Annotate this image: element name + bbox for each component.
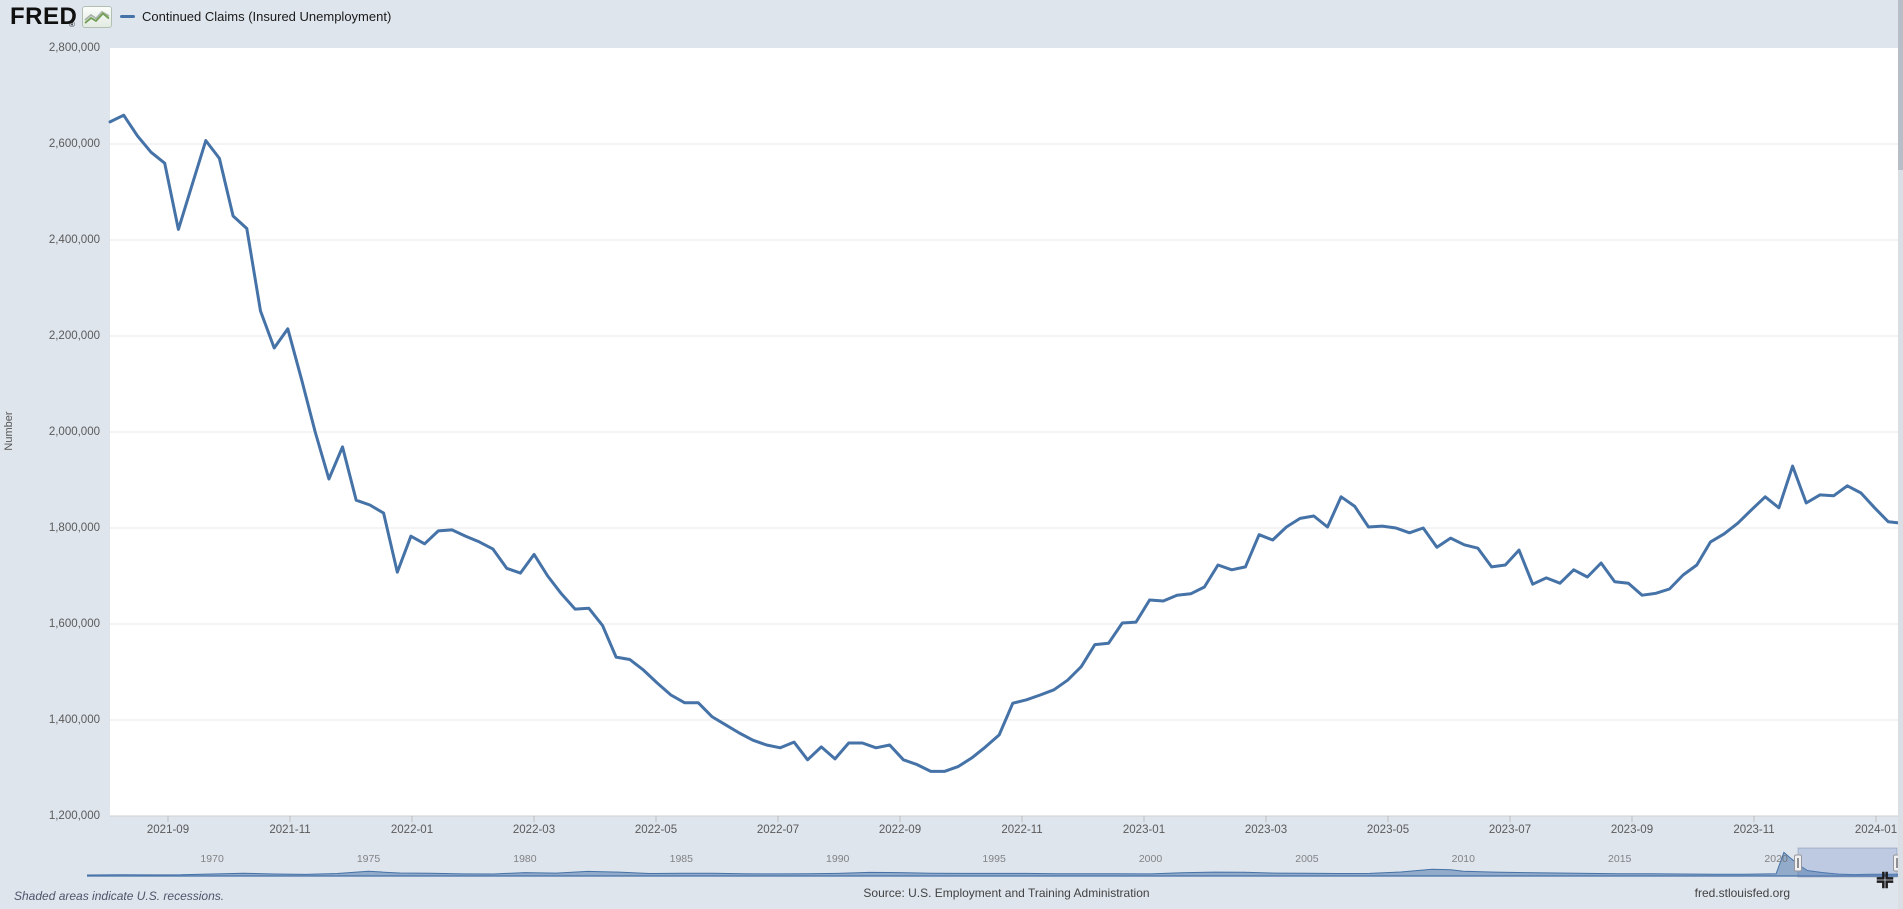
y-axis-tick-label: 1,600,000 [48,618,100,630]
x-axis-tick-label: 2023-03 [1244,824,1288,836]
navigator-decade-label: 1975 [356,853,381,865]
navigator-decade-label: 1990 [826,853,850,865]
x-axis-tick-label: 2023-11 [1733,824,1775,836]
y-axis-tick-label: 1,200,000 [48,810,100,822]
fred-logo[interactable]: FRED [10,3,78,30]
x-axis-tick-label: 2022-03 [512,824,556,836]
fred-site-link[interactable]: fred.stlouisfed.org [1694,886,1790,900]
recession-note: Shaded areas indicate U.S. recessions. [14,889,225,903]
x-axis-tick-label: 2021-09 [146,824,190,836]
x-axis-tick-label: 2022-09 [878,824,922,836]
navigator-decade-label: 2015 [1608,853,1632,865]
page-scrollbar[interactable] [1898,0,1903,909]
x-axis-tick-label: 2023-01 [1122,824,1166,836]
y-axis-tick-label: 1,800,000 [48,522,100,534]
y-axis-tick-label: 2,000,000 [48,426,100,438]
navigator-decade-label: 2010 [1451,853,1475,865]
x-axis-tick-label: 2021-11 [269,824,311,836]
x-axis-tick-label: 2022-07 [756,824,800,836]
x-axis-tick-label: 2023-05 [1366,824,1410,836]
navigator-handle [1794,854,1802,872]
navigator-decade-label: 2000 [1138,853,1163,865]
y-axis-tick-label: 1,400,000 [48,714,100,726]
source-text: Source: U.S. Employment and Training Adm… [863,886,1150,900]
legend-series-label: Continued Claims (Insured Unemployment) [142,9,392,24]
x-axis-tick-label: 2022-01 [390,824,434,836]
page-scrollbar-thumb[interactable] [1898,0,1903,170]
navigator-decade-label: 1995 [982,853,1006,865]
registered-mark: ® [69,20,75,29]
x-axis-tick-label: 2022-11 [1001,824,1043,836]
y-axis-tick-label: 2,200,000 [48,330,100,342]
x-axis-tick-label: 2022-05 [634,824,678,836]
navigator-decade-label: 1970 [200,853,224,865]
navigator-decade-label: 1985 [669,853,693,865]
collapse-arrows-icon[interactable] [1874,869,1896,891]
y-axis-tick-label: 2,600,000 [48,138,100,150]
x-axis-tick-label: 2023-09 [1610,824,1654,836]
y-axis-tick-label: 2,800,000 [48,42,100,54]
navigator-decade-label: 2020 [1764,853,1788,865]
navigator-decade-label: 1980 [513,853,537,865]
legend-line-swatch [120,15,135,18]
navigator-decade-label: 2005 [1295,853,1319,865]
x-axis-tick-label: 2024-01 [1854,824,1898,836]
x-axis-tick-label: 2023-07 [1488,824,1532,836]
y-axis-tick-label: 2,400,000 [48,234,100,246]
fred-sparkline-logo-icon [82,6,112,28]
